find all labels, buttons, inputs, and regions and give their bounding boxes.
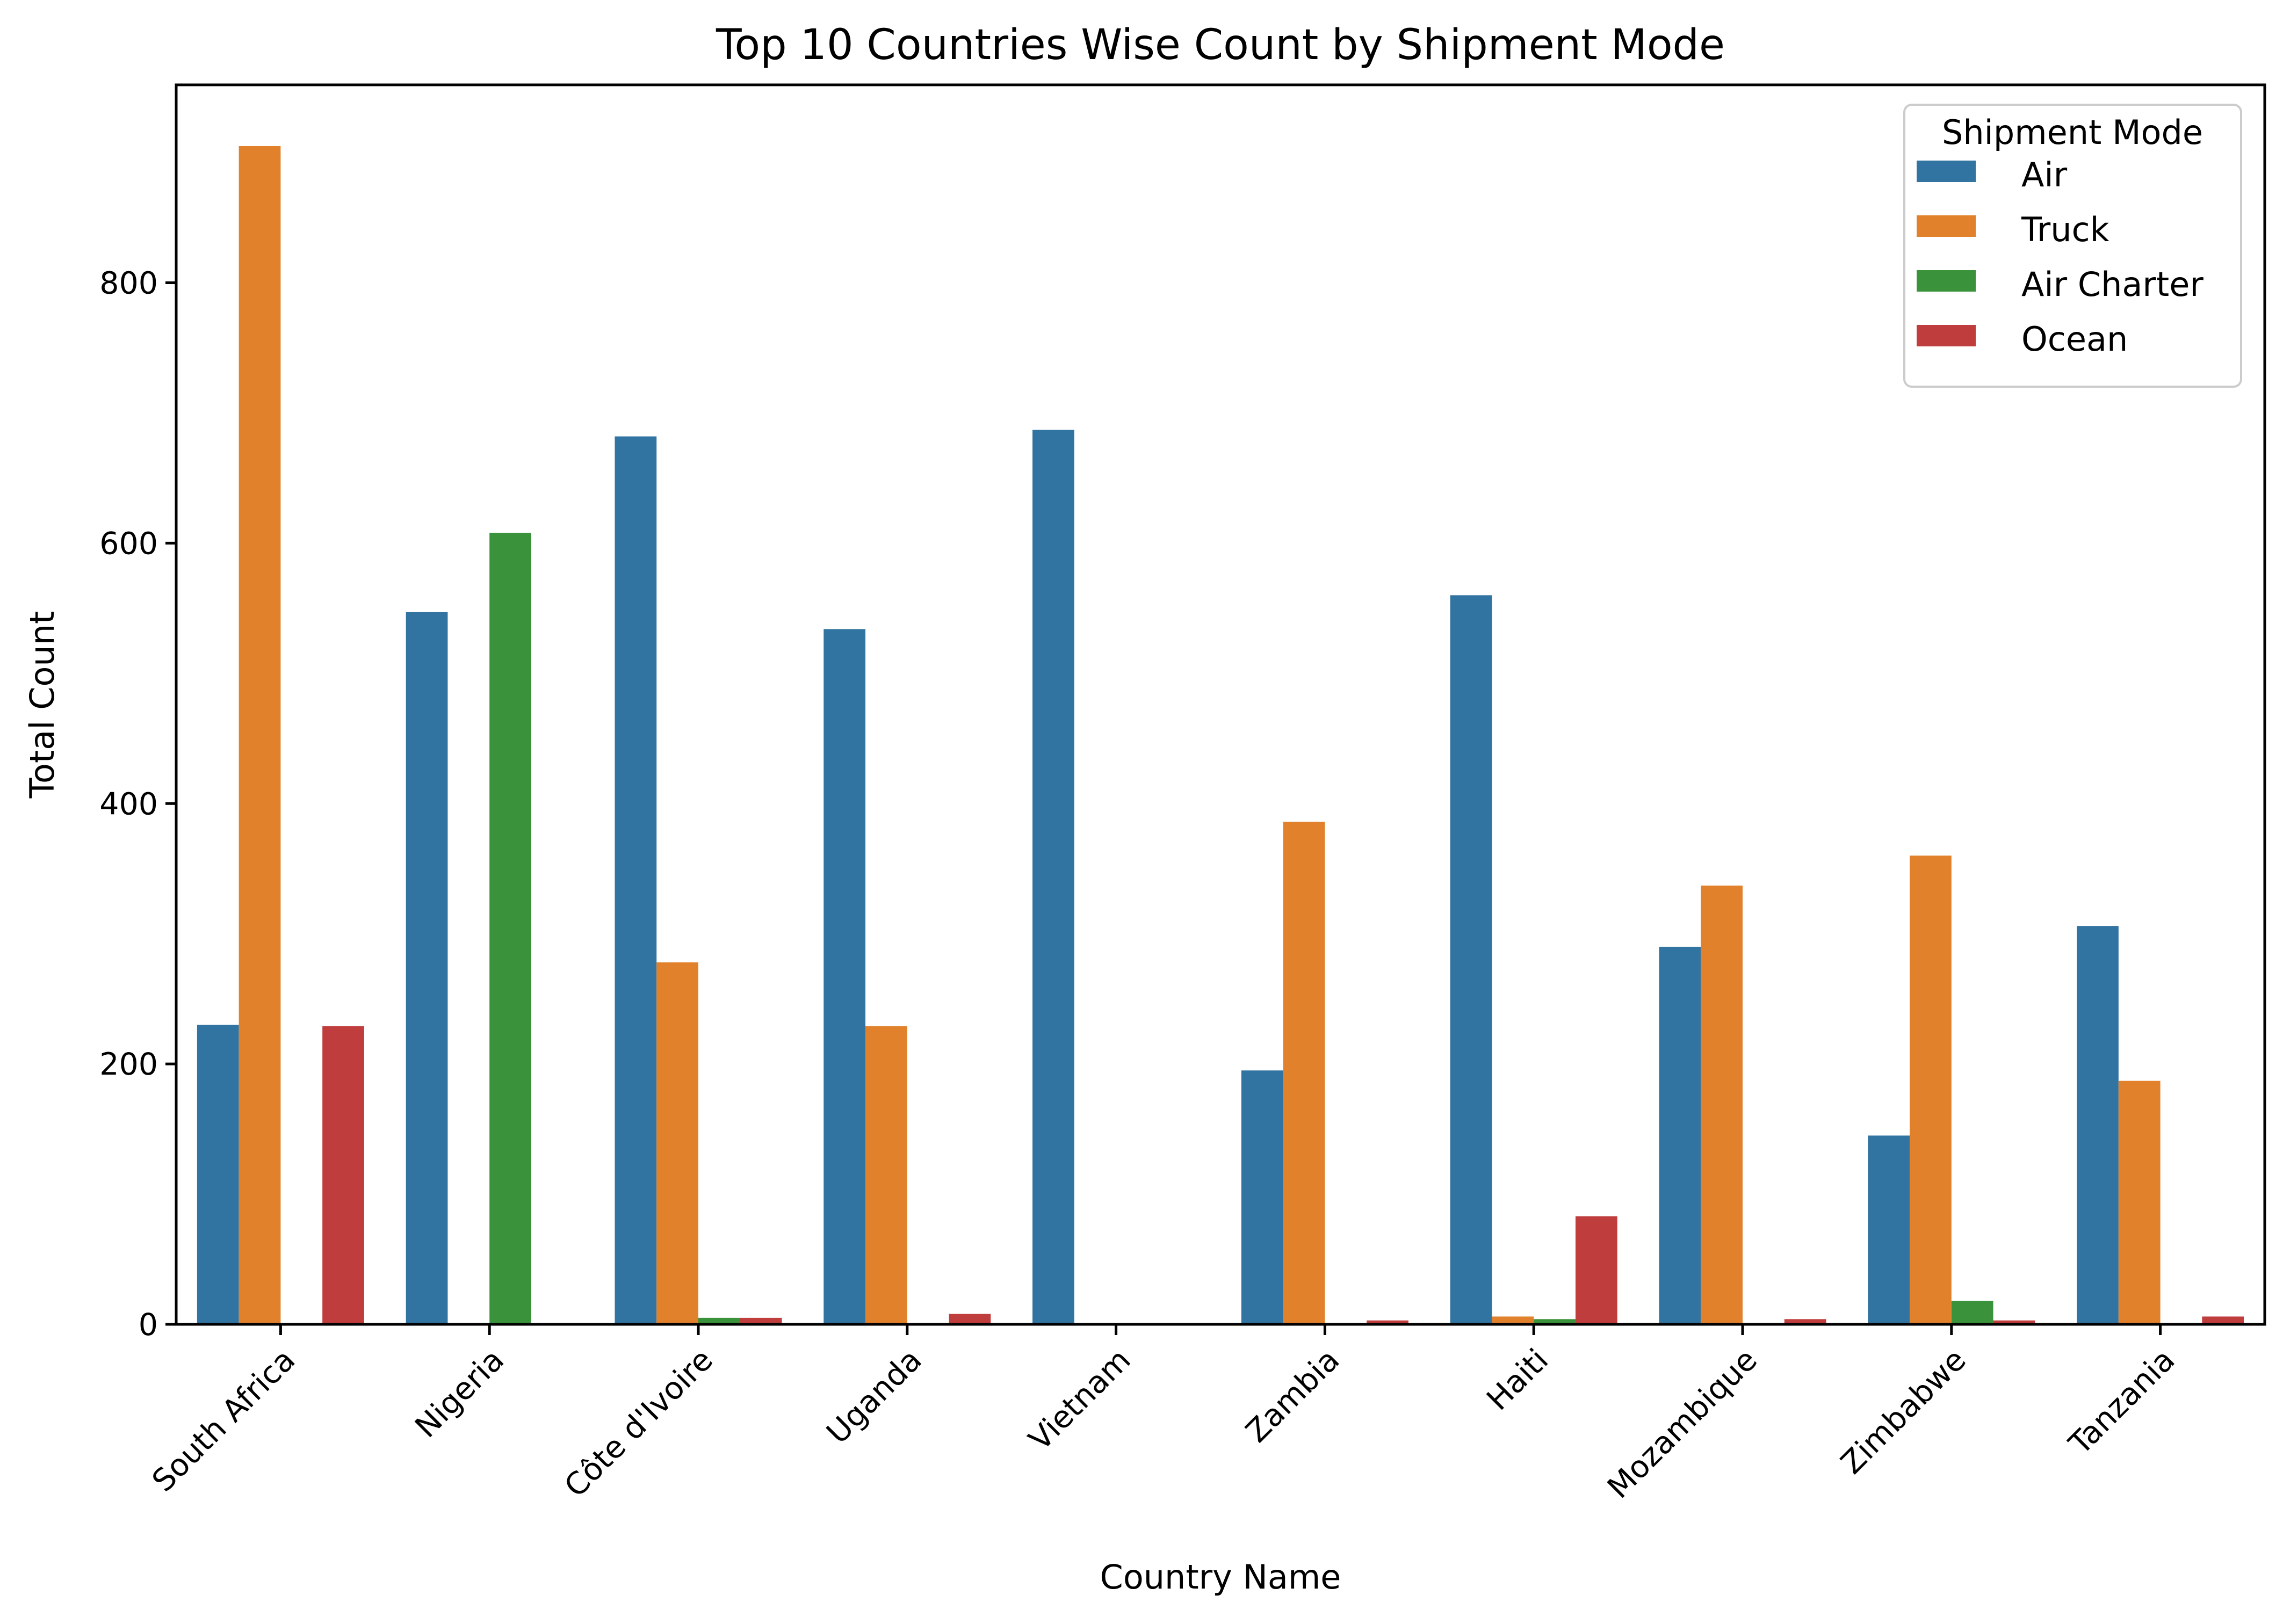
bar-air-charter-zimbabwe: [1951, 1301, 1993, 1324]
bar-ocean-c-te-d-ivoire: [740, 1317, 782, 1324]
y-tick-label: 0: [139, 1307, 158, 1343]
legend-label-air-charter: Air Charter: [2021, 265, 2203, 304]
bar-ocean-zambia: [1367, 1320, 1408, 1324]
legend: Shipment Mode Air Truck Air Charter Ocean: [1903, 104, 2242, 388]
y-tick-label: 200: [99, 1047, 158, 1082]
bar-truck-haiti: [1492, 1316, 1534, 1324]
bar-truck-south-africa: [239, 146, 281, 1325]
bar-truck-tanzania: [2118, 1081, 2161, 1324]
bar-ocean-mozambique: [1784, 1319, 1826, 1324]
bars-layer: [197, 146, 2244, 1325]
legend-label-ocean: Ocean: [2021, 320, 2128, 359]
y-tick-label: 400: [99, 786, 158, 822]
legend-swatch-air: [1917, 161, 1976, 182]
bar-air-uganda: [823, 629, 866, 1324]
bar-air-south-africa: [197, 1025, 239, 1324]
bar-ocean-zimbabwe: [1993, 1320, 2035, 1324]
legend-swatch-truck: [1917, 215, 1976, 237]
bar-ocean-haiti: [1575, 1216, 1617, 1324]
y-tick-label: 600: [99, 526, 158, 561]
bar-air-zambia: [1241, 1070, 1283, 1324]
bar-air-charter-c-te-d-ivoire: [698, 1317, 740, 1324]
bar-truck-zambia: [1283, 822, 1325, 1324]
legend-label-air: Air: [2021, 155, 2068, 194]
y-axis: 0 200 400 600 800: [99, 266, 176, 1343]
bar-air-nigeria: [406, 612, 448, 1324]
bar-air-c-te-d-ivoire: [615, 436, 657, 1324]
legend-swatch-ocean: [1917, 325, 1976, 346]
legend-title: Shipment Mode: [1942, 113, 2203, 152]
bar-air-mozambique: [1659, 946, 1701, 1324]
bar-air-tanzania: [2077, 926, 2119, 1324]
bar-ocean-uganda: [949, 1314, 991, 1324]
bar-truck-uganda: [865, 1026, 907, 1324]
bar-truck-zimbabwe: [1910, 856, 1952, 1324]
bar-truck-c-te-d-ivoire: [656, 962, 698, 1324]
legend-swatch-air-charter: [1917, 270, 1976, 292]
legend-label-truck: Truck: [2021, 210, 2109, 249]
bar-air-haiti: [1450, 595, 1492, 1324]
bar-air-zimbabwe: [1868, 1135, 1910, 1324]
plot-frame: [175, 83, 2266, 1326]
bar-air-vietnam: [1032, 430, 1074, 1324]
bar-ocean-south-africa: [322, 1026, 364, 1324]
legend-box: [1903, 104, 2242, 388]
bar-ocean-tanzania: [2202, 1316, 2244, 1324]
y-axis-label: Total Count: [23, 611, 62, 799]
bar-truck-mozambique: [1701, 885, 1743, 1324]
bar-air-charter-haiti: [1534, 1319, 1576, 1324]
bar-air-charter-nigeria: [489, 532, 531, 1325]
chart-title: Top 10 Countries Wise Count by Shipment …: [716, 21, 1725, 69]
x-axis-label: Country Name: [1100, 1557, 1341, 1597]
y-tick-label: 800: [99, 266, 158, 301]
